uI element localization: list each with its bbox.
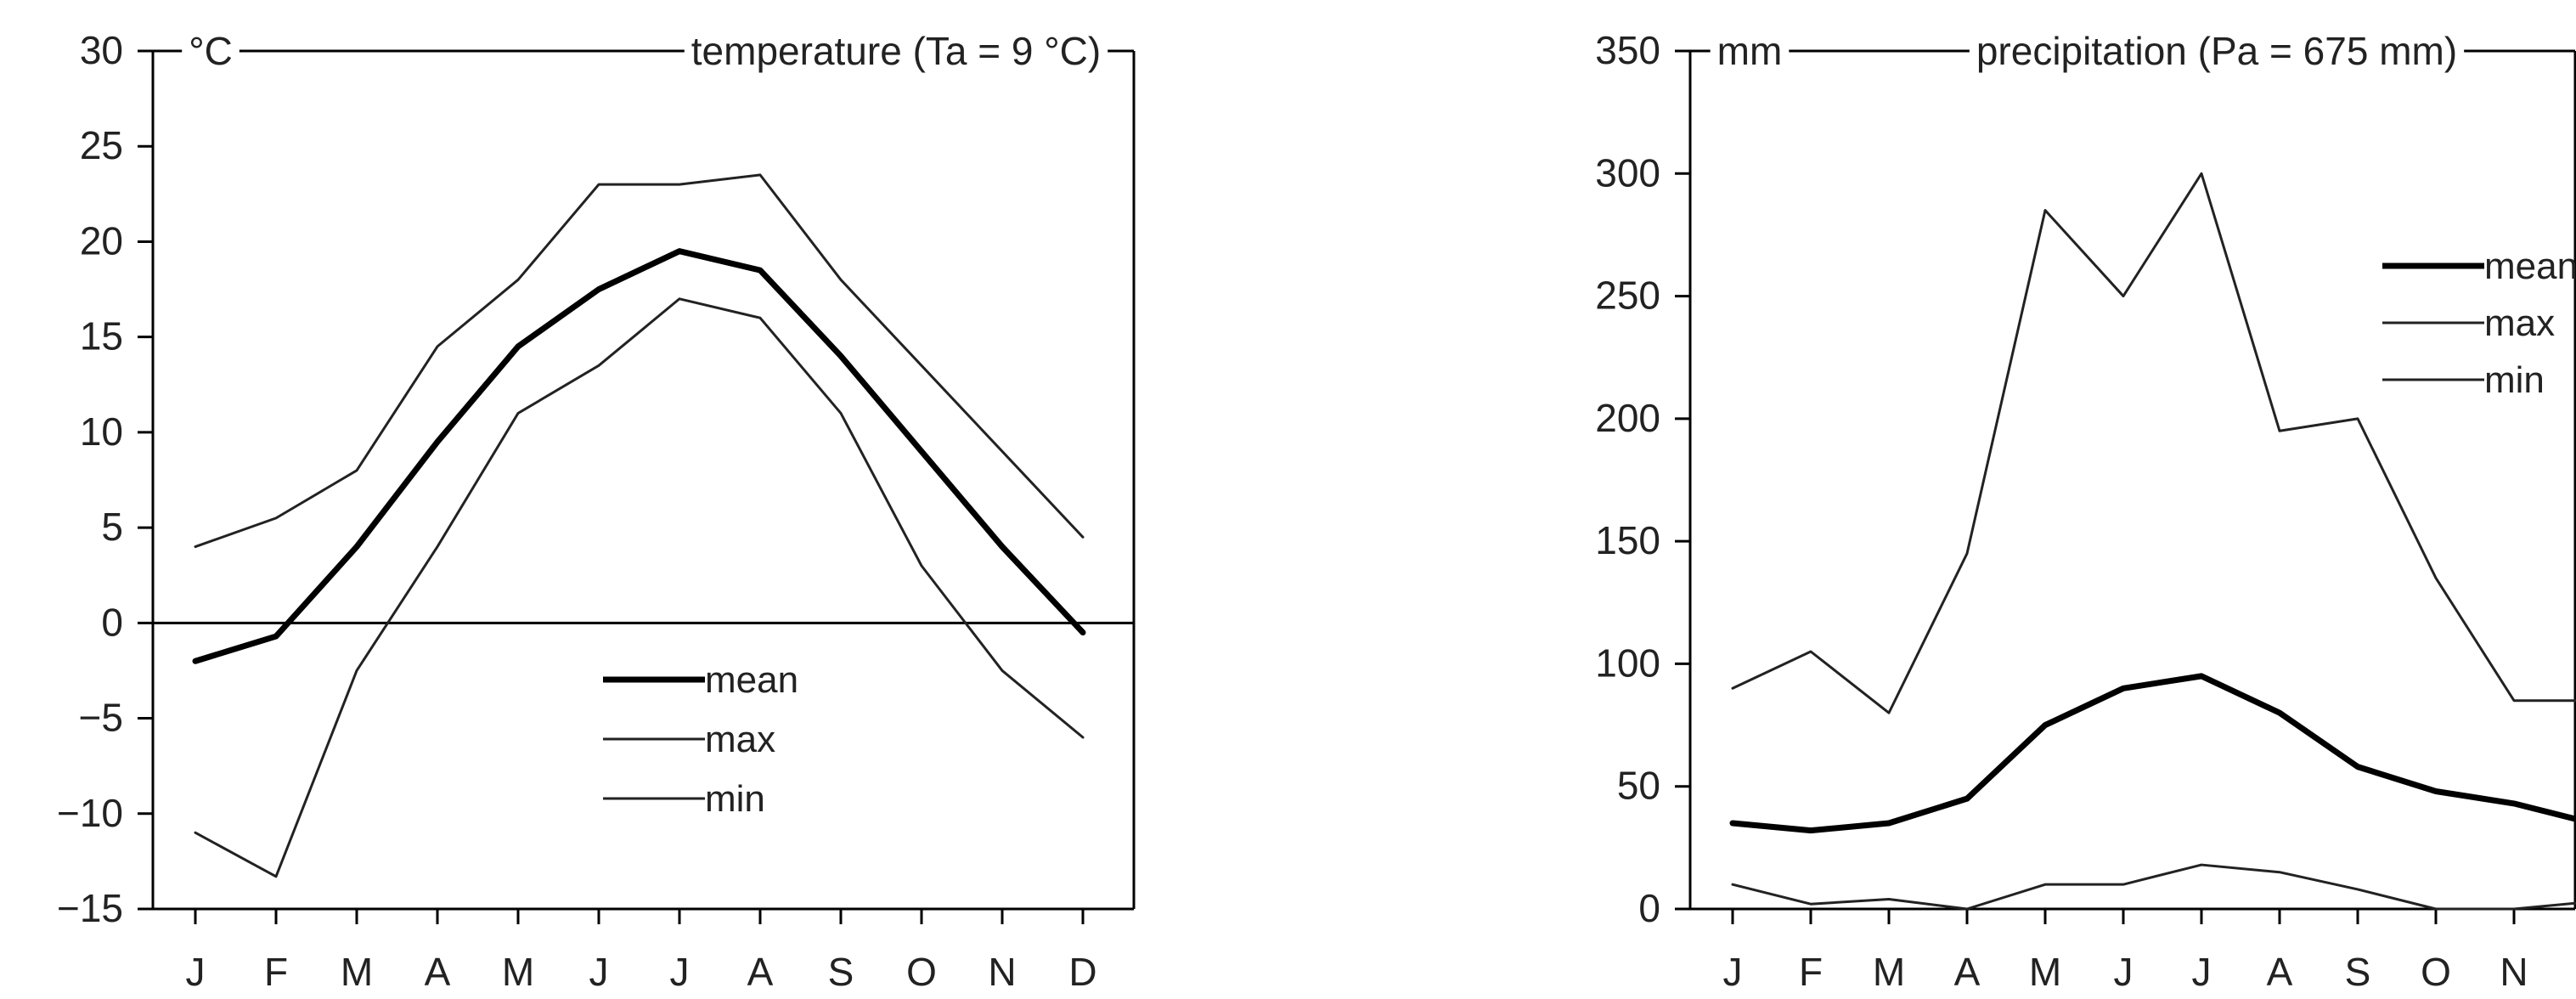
y-tick-label: 150: [1595, 518, 1660, 562]
header-text-backing: [684, 27, 1108, 75]
x-tick-label: A: [425, 950, 451, 994]
series-line-mean: [1729, 673, 2576, 834]
precipitation-chart: 050100150200250300350JFMAMJJASONDmmpreci…: [1274, 0, 2576, 995]
series-line-max: [1731, 172, 2576, 714]
y-tick-label: 10: [80, 409, 123, 454]
x-tick-label: A: [1954, 950, 1981, 994]
legend-label-max: max: [705, 719, 775, 760]
x-tick-label: J: [670, 950, 690, 994]
x-tick-label: M: [502, 950, 534, 994]
x-tick-label: S: [2345, 950, 2371, 994]
prec-plot: 050100150200250300350JFMAMJJASONDmmpreci…: [1595, 27, 2576, 994]
y-tick-label: −5: [79, 696, 123, 740]
x-tick-label: J: [186, 950, 206, 994]
x-tick-label: O: [2421, 950, 2451, 994]
x-tick-label: S: [828, 950, 854, 994]
series-line-mean: [192, 248, 1086, 664]
y-tick-label: 25: [80, 123, 123, 167]
x-tick-label: F: [1799, 950, 1823, 994]
header-text-backing: [1969, 27, 2465, 75]
y-tick-label: 20: [80, 218, 123, 262]
x-tick-label: A: [747, 950, 774, 994]
x-tick-label: M: [341, 950, 373, 994]
x-tick-label: A: [2267, 950, 2293, 994]
x-tick-label: J: [1723, 950, 1743, 994]
x-tick-label: N: [2500, 950, 2528, 994]
chart-title: temperature (Ta = 9 °C): [691, 29, 1101, 73]
legend-label-min: min: [705, 778, 765, 820]
y-tick-label: 350: [1595, 28, 1660, 72]
y-tick-label: 15: [80, 314, 123, 358]
header-text-backing: [1710, 27, 1790, 75]
temp-plot: −15 −10 −5 0 5 10 15 20 25 30 J F M A M J J A S O N D °C temper…: [57, 27, 1136, 994]
y-tick-label: −15: [57, 886, 123, 930]
x-tick-label: J: [589, 950, 609, 994]
x-tick-label: M: [2029, 950, 2061, 994]
x-tick-label: J: [2192, 950, 2212, 994]
temperature-chart: −15 −10 −5 0 5 10 15 20 25 30 J F M A M J J A S O N D °C temper…: [0, 0, 1274, 995]
legend-label-mean: mean: [705, 659, 798, 701]
unit-label: mm: [1717, 29, 1783, 73]
x-tick-label: O: [906, 950, 937, 994]
x-tick-label: J: [2114, 950, 2134, 994]
series-line-min: [1731, 863, 2576, 911]
x-tick-label: M: [1873, 950, 1905, 994]
y-tick-label: 50: [1617, 764, 1660, 808]
y-tick-label: 0: [1638, 886, 1660, 930]
legend-label-min: min: [2484, 359, 2545, 401]
series-line-min: [194, 297, 1085, 878]
legend-label-mean: mean: [2484, 246, 2576, 287]
unit-label: °C: [189, 29, 233, 73]
y-tick-label: 200: [1595, 396, 1660, 440]
y-tick-label: 100: [1595, 641, 1660, 685]
y-tick-label: 0: [101, 600, 123, 644]
series-line-max: [194, 173, 1085, 549]
y-tick-label: −10: [57, 791, 123, 835]
y-tick-label: 250: [1595, 274, 1660, 318]
y-tick-label: 300: [1595, 150, 1660, 195]
x-tick-label: F: [264, 950, 288, 994]
x-tick-label: N: [988, 950, 1016, 994]
chart-title: precipitation (Pa = 675 mm): [1976, 29, 2457, 73]
y-tick-label: 5: [101, 505, 123, 549]
legend-label-max: max: [2484, 302, 2555, 344]
header-text-backing: [182, 27, 240, 75]
y-tick-label: 30: [80, 28, 123, 72]
temperature-chart-svg: −15 −10 −5 0 5 10 15 20 25 30 J F M A M J J A S O N D °C temper…: [57, 27, 1136, 994]
precipitation-chart-svg: 050100150200250300350JFMAMJJASONDmmpreci…: [1595, 27, 2576, 994]
x-tick-label: D: [1068, 950, 1096, 994]
